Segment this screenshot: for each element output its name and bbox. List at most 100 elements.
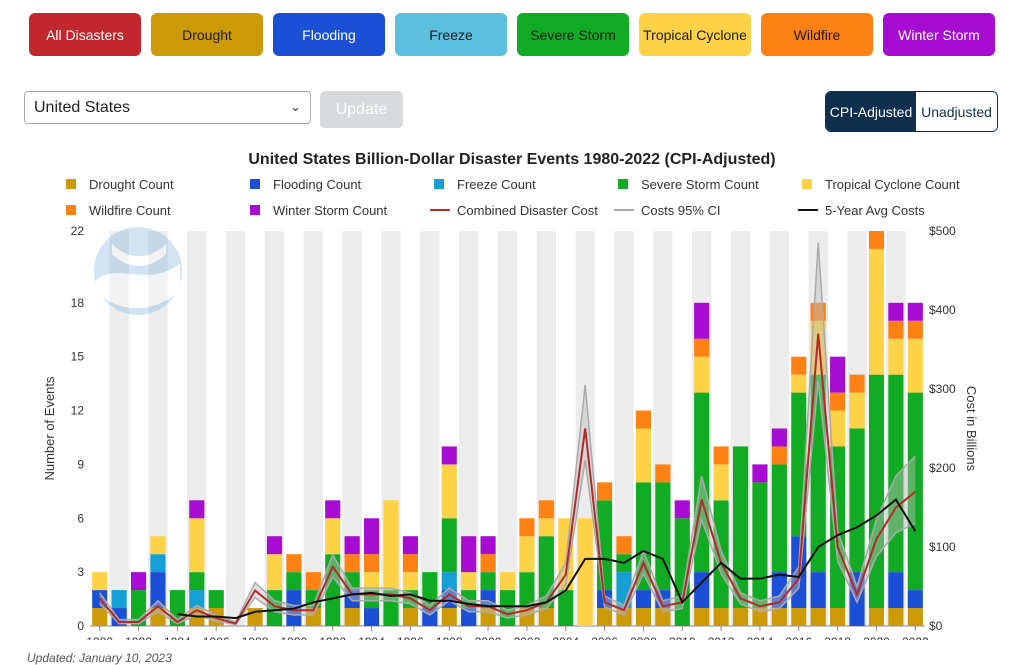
bar-flooding-count bbox=[635, 590, 652, 609]
bar-drought-count bbox=[441, 608, 457, 626]
bar-severe-storm-count bbox=[771, 464, 787, 573]
combined-cost-line bbox=[98, 333, 916, 625]
bar-severe-storm-count bbox=[752, 482, 768, 609]
x-tick-label: 1982 bbox=[125, 635, 152, 640]
disaster-button-all-disasters[interactable]: All Disasters bbox=[29, 13, 141, 56]
region-select[interactable]: United States ⌄ bbox=[24, 91, 311, 124]
bar-wildfire-count bbox=[305, 572, 321, 591]
bar-wildfire-count bbox=[907, 320, 923, 339]
bar-drought-count bbox=[771, 608, 787, 626]
bar-severe-storm-count bbox=[907, 392, 923, 591]
legend-label: Severe Storm Count bbox=[641, 177, 759, 192]
bar-drought-count bbox=[150, 608, 166, 626]
disaster-chart: United States Billion-Dollar Disaster Ev… bbox=[42, 151, 979, 640]
legend-item: Wildfire Count bbox=[66, 203, 171, 218]
bar-severe-storm-count bbox=[189, 572, 205, 591]
legend-item: Tropical Cyclone Count bbox=[802, 177, 960, 192]
bar-severe-storm-count bbox=[732, 446, 749, 609]
y-tick-label: 12 bbox=[71, 404, 85, 418]
bar-wildfire-count bbox=[635, 410, 652, 429]
column-band bbox=[458, 231, 479, 626]
y-tick-label: 22 bbox=[71, 224, 85, 238]
bar-flooding-count bbox=[363, 608, 380, 626]
region-select-value: United States bbox=[34, 98, 131, 116]
disaster-button-wildfire[interactable]: Wildfire bbox=[761, 13, 873, 56]
bar-severe-storm-count bbox=[266, 590, 283, 626]
column-band bbox=[342, 231, 362, 626]
noaa-logo-bird bbox=[112, 244, 166, 266]
column-band bbox=[497, 231, 518, 626]
x-tick-label: 2004 bbox=[552, 635, 579, 640]
y-tick-label: 3 bbox=[77, 565, 84, 579]
legend-label: Wildfire Count bbox=[89, 203, 171, 218]
bar-severe-storm-count bbox=[888, 374, 904, 573]
disaster-button-tropical-cyclone[interactable]: Tropical Cyclone bbox=[639, 13, 751, 56]
column-band bbox=[420, 231, 440, 626]
x-tick-label: 1980 bbox=[86, 635, 113, 640]
bar-tropical-cyclone-count bbox=[849, 392, 865, 429]
legend-label: Drought Count bbox=[89, 177, 174, 192]
bar-severe-storm-count bbox=[480, 572, 496, 591]
bar-drought-count bbox=[732, 608, 749, 626]
bar-winter-storm-count bbox=[694, 302, 710, 339]
bar-wildfire-count bbox=[713, 446, 729, 465]
disaster-button-severe-storm[interactable]: Severe Storm bbox=[517, 13, 629, 56]
bar-flooding-count bbox=[810, 572, 826, 609]
cpi-adjusted-button[interactable]: CPI-Adjusted bbox=[826, 92, 916, 131]
cost-mode-toggle: CPI-Adjusted Unadjusted bbox=[825, 91, 998, 132]
legend-item: Drought Count bbox=[66, 177, 174, 192]
bar-winter-storm-count bbox=[674, 500, 690, 519]
bar-winter-storm-count bbox=[461, 536, 477, 573]
legend-swatch bbox=[618, 179, 628, 189]
y2-tick-label: $500 bbox=[929, 224, 956, 238]
bar-flooding-count bbox=[888, 572, 904, 609]
bar-severe-storm-count bbox=[441, 518, 457, 573]
bar-tropical-cyclone-count bbox=[868, 248, 885, 375]
unadjusted-button[interactable]: Unadjusted bbox=[916, 92, 997, 131]
bar-severe-storm-count bbox=[208, 590, 224, 609]
y-tick-label: 0 bbox=[77, 619, 84, 633]
noaa-logo bbox=[94, 227, 182, 315]
noaa-logo-disc bbox=[94, 227, 182, 315]
bar-flooding-count bbox=[461, 608, 477, 626]
bar-severe-storm-count bbox=[519, 572, 535, 609]
legend-item: Flooding Count bbox=[250, 177, 362, 192]
chevron-down-icon: ⌄ bbox=[290, 99, 301, 114]
column-band bbox=[109, 231, 129, 626]
bar-winter-storm-count bbox=[907, 302, 923, 321]
x-tick-label: 2000 bbox=[475, 635, 502, 640]
legend-swatch bbox=[250, 205, 260, 215]
y2-tick-label: $400 bbox=[929, 303, 956, 317]
disaster-button-drought[interactable]: Drought bbox=[151, 13, 263, 56]
bar-tropical-cyclone-count bbox=[266, 554, 283, 591]
bar-severe-storm-count bbox=[344, 572, 360, 591]
bar-tropical-cyclone-count bbox=[402, 572, 418, 591]
legend-label: Combined Disaster Cost bbox=[457, 203, 598, 218]
y2-tick-label: $100 bbox=[929, 540, 956, 554]
bar-winter-storm-count bbox=[441, 446, 457, 465]
bar-freeze-count bbox=[189, 590, 205, 609]
noaa-logo-wave bbox=[96, 264, 180, 309]
x-tick-label: 2006 bbox=[591, 635, 618, 640]
x-tick-label: 2010 bbox=[669, 635, 696, 640]
legend-label: 5-Year Avg Costs bbox=[825, 203, 925, 218]
bar-winter-storm-count bbox=[402, 536, 418, 555]
y2-tick-label: $300 bbox=[929, 382, 956, 396]
bar-wildfire-count bbox=[771, 446, 787, 465]
disaster-button-freeze[interactable]: Freeze bbox=[395, 13, 507, 56]
bar-winter-storm-count bbox=[888, 302, 904, 321]
bar-severe-storm-count bbox=[849, 428, 865, 573]
bar-severe-storm-count bbox=[868, 374, 885, 609]
bar-winter-storm-count bbox=[830, 356, 846, 393]
bar-wildfire-count bbox=[791, 356, 807, 375]
legend-item: Costs 95% CI bbox=[614, 203, 720, 218]
x-tick-label: 1996 bbox=[397, 635, 424, 640]
bar-severe-storm-count bbox=[558, 590, 574, 626]
bar-drought-count bbox=[597, 608, 613, 626]
bar-drought-count bbox=[92, 608, 108, 626]
bar-wildfire-count bbox=[538, 500, 554, 519]
disaster-button-flooding[interactable]: Flooding bbox=[273, 13, 385, 56]
disaster-button-winter-storm[interactable]: Winter Storm bbox=[883, 13, 995, 56]
update-button[interactable]: Update bbox=[320, 91, 403, 128]
legend-label: Winter Storm Count bbox=[273, 203, 388, 218]
